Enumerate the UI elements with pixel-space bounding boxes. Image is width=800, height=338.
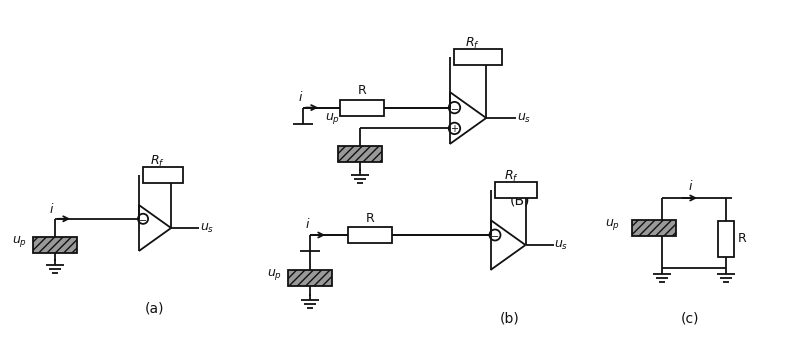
Text: i: i xyxy=(306,218,309,232)
Bar xyxy=(33,237,77,253)
Text: $R_f$: $R_f$ xyxy=(465,35,479,51)
Text: R: R xyxy=(366,212,374,224)
Text: $u_p$: $u_p$ xyxy=(12,234,27,249)
Bar xyxy=(143,167,183,183)
Text: $u_s$: $u_s$ xyxy=(200,221,214,235)
Text: (B): (B) xyxy=(510,193,530,207)
Bar xyxy=(340,100,384,116)
Text: (c): (c) xyxy=(681,311,699,325)
Bar xyxy=(494,182,537,198)
Bar xyxy=(632,220,676,236)
Bar xyxy=(288,270,332,286)
Text: $-$: $-$ xyxy=(138,214,148,224)
Text: i: i xyxy=(298,91,302,104)
Text: $-$: $-$ xyxy=(490,230,499,240)
Bar xyxy=(454,49,502,65)
Bar xyxy=(338,146,382,162)
Text: $u_p$: $u_p$ xyxy=(605,217,620,232)
Text: R: R xyxy=(738,233,746,245)
Text: $u_s$: $u_s$ xyxy=(554,238,569,251)
Text: (b): (b) xyxy=(500,311,520,325)
Text: $R_f$: $R_f$ xyxy=(503,168,518,184)
Text: i: i xyxy=(50,203,53,216)
Text: $-$: $-$ xyxy=(450,103,459,113)
Text: (a): (a) xyxy=(146,301,165,315)
Text: $R_f$: $R_f$ xyxy=(150,153,165,169)
Text: i: i xyxy=(688,179,692,193)
Text: $+$: $+$ xyxy=(450,123,459,134)
Text: R: R xyxy=(358,84,366,97)
Text: $u_p$: $u_p$ xyxy=(325,111,340,126)
Bar xyxy=(348,227,392,243)
Bar xyxy=(718,221,734,257)
Text: $u_s$: $u_s$ xyxy=(517,112,531,124)
Text: $u_p$: $u_p$ xyxy=(267,267,282,283)
